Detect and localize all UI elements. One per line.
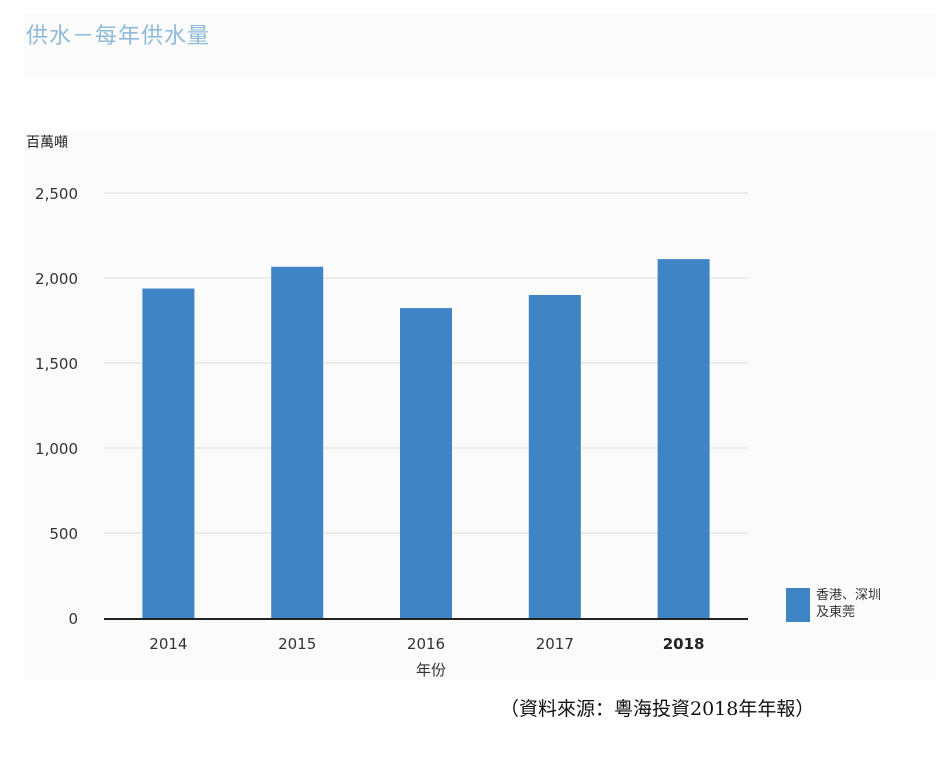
page-title: 供水－每年供水量 xyxy=(26,24,211,49)
y-tick-label: 500 xyxy=(49,525,78,543)
legend: 香港、深圳 及東莞 xyxy=(786,587,912,622)
legend-swatch xyxy=(786,588,810,622)
bar-2014 xyxy=(142,288,195,618)
x-tick-label-2015: 2015 xyxy=(278,635,316,653)
y-tick-labels: 0 500 1,000 1,500 2,000 2,500 xyxy=(35,185,78,628)
bar-2018 xyxy=(657,259,710,618)
title-band xyxy=(24,14,936,78)
x-tick-label-2017: 2017 xyxy=(536,635,574,653)
legend-label-line-1: 香港、深圳 xyxy=(816,588,882,603)
y-tick-label: 1,000 xyxy=(35,440,78,458)
source-note: （資料來源：粵海投資2018年年報） xyxy=(500,698,815,720)
bar-2015 xyxy=(271,266,324,618)
y-tick-label: 2,500 xyxy=(35,185,78,203)
y-tick-label: 2,000 xyxy=(35,270,78,288)
x-tick-label-2014: 2014 xyxy=(149,635,187,653)
x-tick-label-2016: 2016 xyxy=(407,635,445,653)
x-tick-labels: 2014 2015 2016 2017 2018 xyxy=(149,635,704,653)
legend-label-line-2: 及東莞 xyxy=(816,605,856,620)
y-tick-label: 1,500 xyxy=(35,355,78,373)
bar-2017 xyxy=(528,295,581,618)
y-axis-label: 百萬噸 xyxy=(26,135,68,151)
x-axis-label: 年份 xyxy=(416,661,446,679)
legend-label: 香港、深圳 及東莞 xyxy=(816,587,912,621)
y-tick-label: 0 xyxy=(68,610,78,628)
x-tick-label-2018: 2018 xyxy=(663,635,705,653)
grid-lines xyxy=(104,192,748,534)
bars xyxy=(142,259,710,618)
bar-2016 xyxy=(400,308,452,618)
